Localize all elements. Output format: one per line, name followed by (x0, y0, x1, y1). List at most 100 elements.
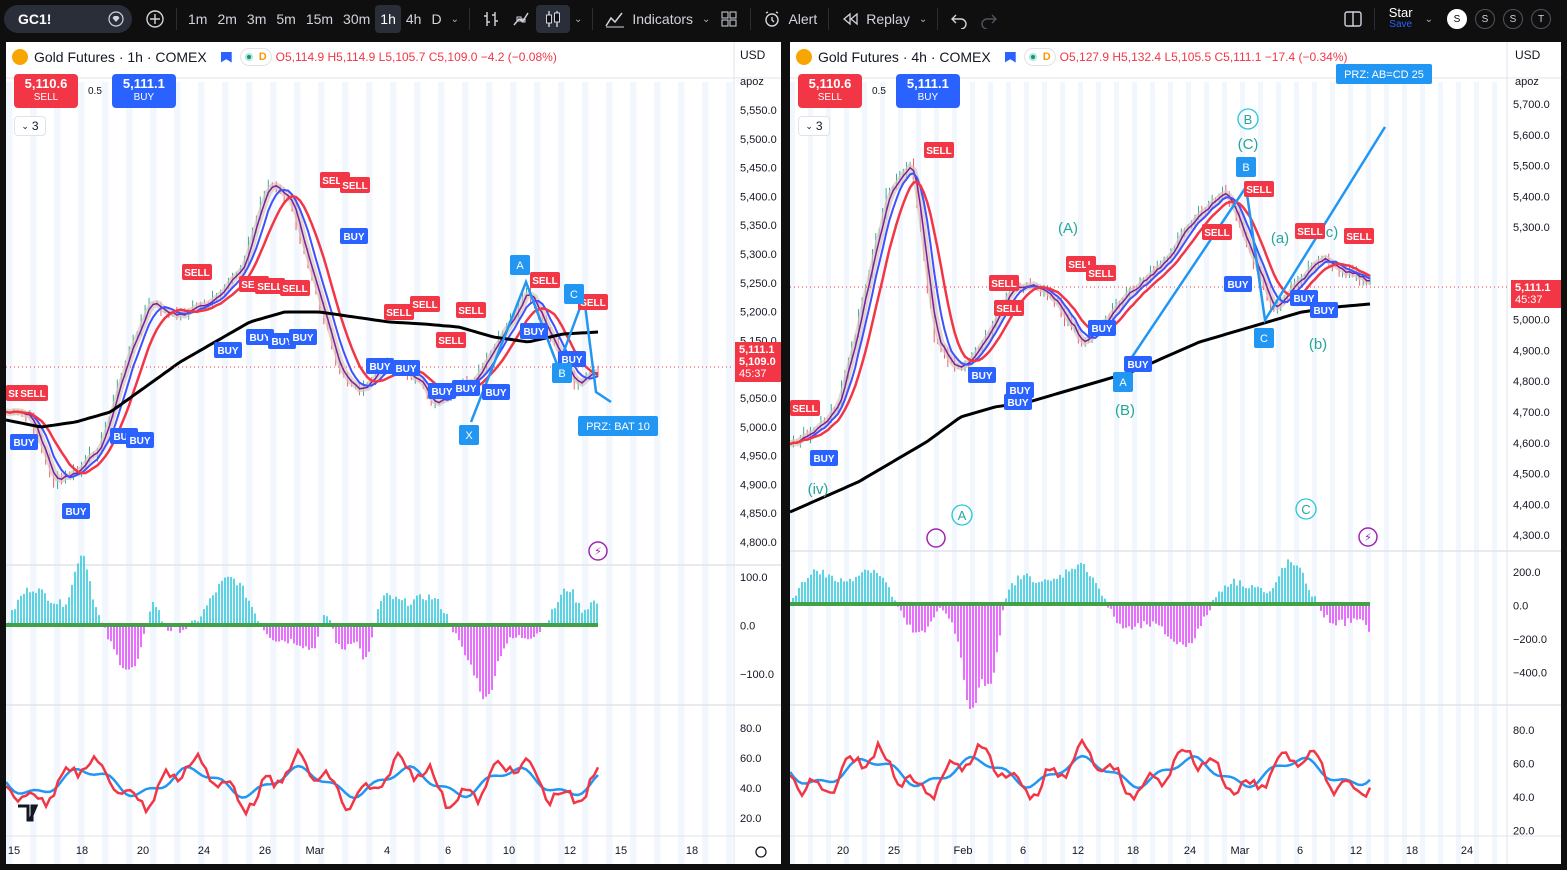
avatar[interactable]: S (1447, 9, 1467, 29)
oscillator-bar (1257, 586, 1259, 604)
buy-button[interactable]: 5,111.1 BUY (895, 74, 960, 108)
sell-signal-label: SELL (257, 282, 283, 293)
chart-pane-4h[interactable]: 5,700.05,600.05,500.05,400.05,300.05,200… (790, 42, 1561, 864)
avatar[interactable]: S (1503, 9, 1523, 29)
oscillator-bar (1200, 604, 1202, 627)
oscillator-bar (921, 604, 923, 631)
interval-chevron-icon[interactable]: ⌄ (450, 13, 459, 25)
oscillator-bar (506, 625, 508, 644)
bar-chart-icon[interactable] (476, 5, 506, 33)
oscillator-bar (272, 625, 274, 641)
oscillator-bar (548, 620, 550, 625)
buy-signal-tag (520, 323, 548, 339)
ma-purple (790, 166, 1371, 445)
scale-mode-label[interactable]: apoz (740, 76, 764, 88)
oscillator-bar (1293, 565, 1295, 604)
oscillator-bar (167, 625, 169, 631)
chart-canvas-4h[interactable]: 5,700.05,600.05,500.05,400.05,300.05,200… (790, 42, 1561, 864)
interval-30m[interactable]: 30m (343, 11, 371, 27)
market-status-pill[interactable]: D (239, 48, 272, 66)
oscillator-bar (389, 595, 391, 625)
layout-name-button[interactable]: Star Save (1389, 6, 1413, 31)
oscillator-bar (140, 625, 142, 648)
alert-button[interactable]: Alert (757, 5, 822, 33)
interval-2m[interactable]: 2m (217, 11, 237, 27)
candles-chart-icon[interactable] (535, 5, 570, 33)
layout-chevron-icon[interactable]: ⌄ (1424, 13, 1433, 25)
oscillator-bar (819, 574, 821, 604)
oscillator-bar (807, 578, 809, 604)
replay-chevron-icon[interactable]: ⌄ (918, 13, 928, 25)
indicators-button[interactable]: Indicators (599, 5, 698, 33)
indicators-icon (605, 12, 625, 28)
session-stripe (790, 82, 795, 864)
buy-signal-label: BUY (1127, 360, 1148, 371)
sell-button[interactable]: 5,110.6 SELL (798, 74, 862, 108)
oscillator-bar (554, 608, 556, 625)
interval-1h[interactable]: 1h (375, 5, 401, 33)
oscillator-bar (566, 591, 568, 625)
flag-icon[interactable] (220, 51, 232, 63)
chart-canvas-1h[interactable]: 5,550.0 5,500.0 5,450.0 5,400.0 5,350.0 5,300… (6, 42, 781, 864)
buy-signal-label: BUY (813, 454, 834, 465)
oscillator-bar (1167, 604, 1169, 637)
redo-icon[interactable] (974, 5, 1004, 33)
pattern-point-tag (1113, 372, 1133, 392)
oscillator-bar (344, 625, 346, 650)
price-label: 5,350.0 (740, 220, 777, 232)
chart-pane-1h[interactable]: 5,550.0 5,500.0 5,450.0 5,400.0 5,350.0 5,300… (6, 42, 781, 864)
chart-title[interactable]: Gold Futures · 4h · COMEX (818, 49, 991, 65)
oscillator-bar (948, 604, 950, 619)
oscillator-bar (446, 613, 448, 625)
currency-label[interactable]: USD (1515, 48, 1541, 62)
oscillator-bar (590, 602, 592, 625)
date-label: 6 (445, 845, 451, 857)
ma-purple (6, 184, 599, 481)
panel-toggle-icon[interactable] (1338, 5, 1368, 33)
oscillator-bar (1020, 579, 1022, 604)
pattern-point-label: C (570, 289, 578, 301)
avatar[interactable]: T (1531, 9, 1551, 29)
rsi-line (790, 737, 1372, 802)
chart-type-chevron-icon[interactable]: ⌄ (573, 13, 583, 25)
replay-button[interactable]: Replay (835, 5, 915, 33)
line-chart-icon[interactable] (506, 5, 536, 33)
oscillator-bar (861, 572, 863, 604)
price-label: 5,050.0 (740, 393, 777, 405)
chart-title[interactable]: Gold Futures · 1h · COMEX (34, 49, 207, 65)
oscillator-bar (71, 584, 73, 625)
oscillator-bar (1350, 604, 1352, 623)
sell-button[interactable]: 5,110.6 SELL (14, 74, 78, 108)
session-stripe (486, 82, 493, 864)
diamond-icon[interactable] (108, 11, 124, 27)
interval-3m[interactable]: 3m (246, 11, 267, 27)
wave-label: (b) (1309, 336, 1327, 353)
symbol-search-button[interactable]: GC1! (4, 5, 132, 33)
collapse-count: 3 (815, 119, 823, 133)
avatar[interactable]: S (1475, 9, 1495, 29)
interval-15m[interactable]: 15m (305, 11, 334, 27)
buy-signal-label: BUY (271, 337, 292, 348)
layout-grid-icon[interactable] (714, 5, 744, 33)
market-status-pill[interactable]: D (1023, 48, 1056, 66)
flag-icon[interactable] (1004, 51, 1016, 63)
buy-label: BUY (133, 92, 155, 103)
undo-icon[interactable] (944, 5, 974, 33)
oscillator-bar (813, 569, 815, 604)
session-stripe (582, 82, 589, 864)
indicators-chevron-icon[interactable]: ⌄ (702, 13, 711, 25)
interval-1m[interactable]: 1m (188, 11, 208, 27)
oscillator-bar (353, 625, 355, 643)
interval-5m[interactable]: 5m (276, 11, 296, 27)
currency-label[interactable]: USD (740, 48, 766, 62)
scale-mode-label[interactable]: apoz (1515, 76, 1539, 88)
indicators-collapse-button[interactable]: ⌄ 3 (798, 116, 830, 136)
compare-add-icon[interactable] (140, 5, 170, 33)
oscillator-bar (92, 599, 94, 625)
session-stripe (1186, 82, 1191, 864)
oscillator-bar (1329, 604, 1331, 623)
buy-button[interactable]: 5,111.1 BUY (111, 74, 176, 108)
interval-d[interactable]: D (431, 11, 442, 27)
interval-4h[interactable]: 4h (405, 11, 422, 27)
indicators-collapse-button[interactable]: ⌄ 3 (14, 116, 46, 136)
